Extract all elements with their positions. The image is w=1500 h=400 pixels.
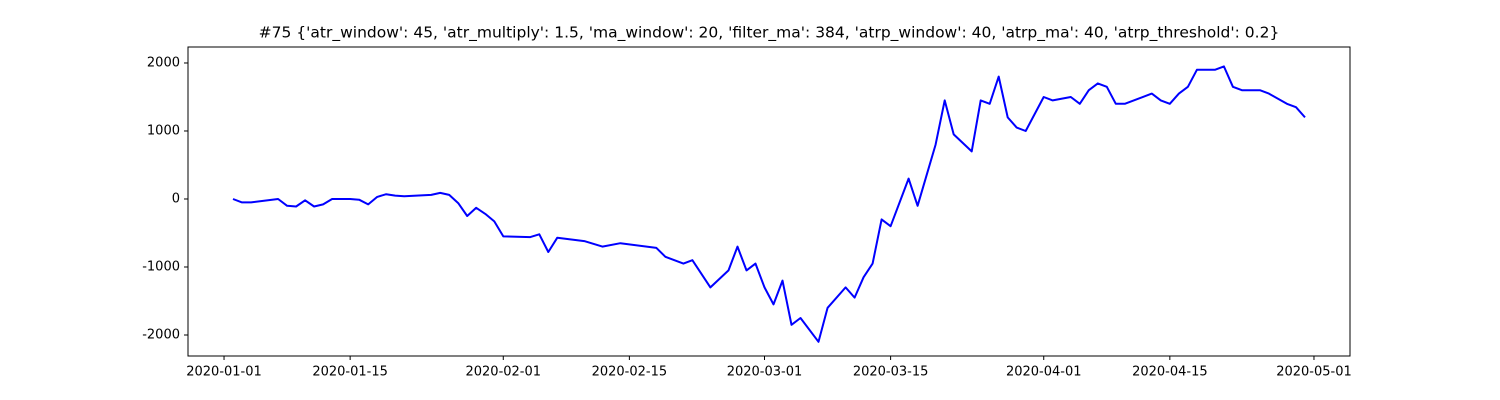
- y-tick-label: 1000: [147, 123, 180, 138]
- x-tick-label: 2020-03-01: [727, 365, 803, 380]
- x-tick-label: 2020-04-01: [1006, 365, 1082, 380]
- y-tick-label: -1000: [142, 259, 180, 274]
- x-tick-label: 2020-02-01: [465, 365, 541, 380]
- x-tick-label: 2020-05-01: [1276, 365, 1352, 380]
- y-tick-label: 2000: [147, 55, 180, 70]
- x-tick-label: 2020-04-15: [1132, 365, 1208, 380]
- x-tick-label: 2020-01-01: [186, 365, 262, 380]
- x-tick-label: 2020-02-15: [592, 365, 668, 380]
- y-tick-label: -2000: [142, 327, 180, 342]
- chart-title: #75 {'atr_window': 45, 'atr_multiply': 1…: [259, 24, 1280, 43]
- x-tick-label: 2020-01-15: [312, 365, 388, 380]
- line-series: [232, 65, 1306, 343]
- y-tick-label: 0: [172, 191, 180, 206]
- x-tick-label: 2020-03-15: [853, 365, 929, 380]
- axes-frame: [187, 46, 1351, 357]
